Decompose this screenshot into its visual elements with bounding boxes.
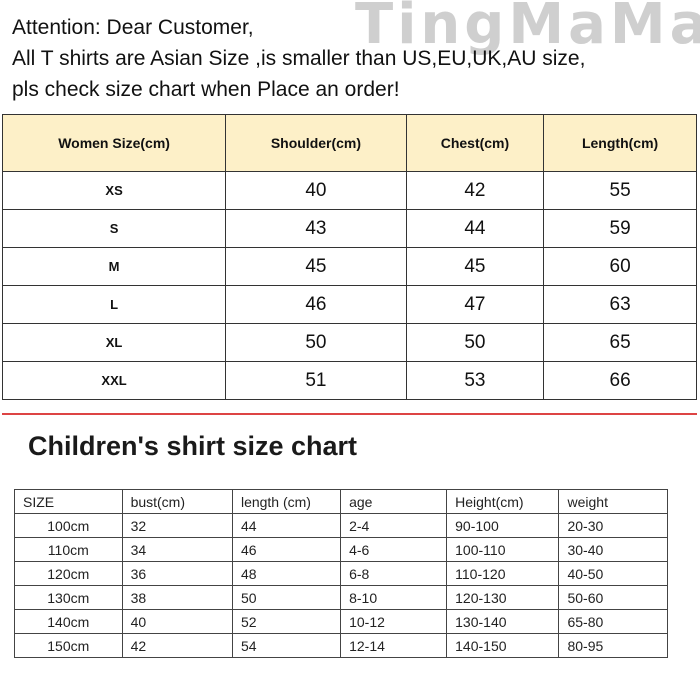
column-header: Length(cm) bbox=[543, 114, 697, 172]
table-cell: 45 bbox=[405, 247, 545, 286]
notice-line: Attention: Dear Customer, bbox=[12, 16, 254, 39]
table-cell: 42 bbox=[405, 171, 545, 210]
table-row: 130cm 38 50 8-10 120-130 50-60 bbox=[14, 585, 668, 610]
table-cell: 30-40 bbox=[558, 537, 668, 562]
table-cell: 36 bbox=[121, 561, 233, 586]
table-cell: S bbox=[1, 209, 227, 248]
column-header: Chest(cm) bbox=[405, 114, 545, 172]
table-cell: 6-8 bbox=[340, 561, 448, 586]
table-cell: 110-120 bbox=[446, 561, 560, 586]
column-header: bust(cm) bbox=[121, 489, 233, 514]
table-row: XXL 51 53 66 bbox=[1, 361, 697, 400]
table-row: S 43 44 59 bbox=[1, 209, 697, 248]
table-cell: 130-140 bbox=[446, 609, 560, 634]
table-row: 110cm 34 46 4-6 100-110 30-40 bbox=[14, 537, 668, 562]
table-cell: 59 bbox=[543, 209, 697, 248]
table-cell: 47 bbox=[405, 285, 545, 324]
table-cell: 90-100 bbox=[446, 513, 560, 538]
table-cell: XXL bbox=[1, 361, 227, 400]
table-cell: 46 bbox=[231, 537, 342, 562]
table-cell: 51 bbox=[225, 361, 407, 400]
header-row: SIZE bust(cm) length (cm) age Height(cm) weig… bbox=[14, 489, 668, 514]
column-header: Shoulder(cm) bbox=[225, 114, 407, 172]
table-cell: 63 bbox=[543, 285, 697, 324]
table-row: L 46 47 63 bbox=[1, 285, 697, 324]
notice: Attention: Dear Customer, All T shirts a… bbox=[12, 12, 585, 105]
table-cell: 40 bbox=[121, 609, 233, 634]
table-cell: XS bbox=[1, 171, 227, 210]
table-cell: 100cm bbox=[14, 513, 123, 538]
table-cell: 130cm bbox=[14, 585, 123, 610]
table-cell: 38 bbox=[121, 585, 233, 610]
notice-line: All T shirts are Asian Size ,is smaller … bbox=[12, 47, 586, 70]
table-cell: 42 bbox=[121, 633, 233, 658]
column-header: Height(cm) bbox=[446, 489, 560, 514]
table-cell: 45 bbox=[225, 247, 407, 286]
watermark: TingMaMa bbox=[355, 0, 700, 57]
women-size-table: Women Size(cm) Shoulder(cm) Chest(cm) Lengt… bbox=[1, 114, 697, 400]
children-size-table: SIZE bust(cm) length (cm) age Height(cm) weig… bbox=[14, 489, 668, 658]
table-cell: 150cm bbox=[14, 633, 123, 658]
table-row: XS 40 42 55 bbox=[1, 171, 697, 210]
table-cell: 60 bbox=[543, 247, 697, 286]
table-cell: 32 bbox=[121, 513, 233, 538]
table-cell: 50 bbox=[225, 323, 407, 362]
table-cell: 100-110 bbox=[446, 537, 560, 562]
table-row: 120cm 36 48 6-8 110-120 40-50 bbox=[14, 561, 668, 586]
notice-line: pls check size chart when Place an order… bbox=[12, 78, 400, 101]
column-header: length (cm) bbox=[231, 489, 342, 514]
table-cell: 43 bbox=[225, 209, 407, 248]
divider bbox=[2, 413, 697, 415]
table-row: 150cm 42 54 12-14 140-150 80-95 bbox=[14, 633, 668, 658]
table-cell: 20-30 bbox=[558, 513, 668, 538]
column-header: SIZE bbox=[14, 489, 123, 514]
table-cell: M bbox=[1, 247, 227, 286]
table-cell: 140cm bbox=[14, 609, 123, 634]
table-cell: 140-150 bbox=[446, 633, 560, 658]
table-cell: 55 bbox=[543, 171, 697, 210]
table-cell: 48 bbox=[231, 561, 342, 586]
table-cell: 80-95 bbox=[558, 633, 668, 658]
table-row: 140cm 40 52 10-12 130-140 65-80 bbox=[14, 609, 668, 634]
table-cell: 120cm bbox=[14, 561, 123, 586]
column-header: age bbox=[340, 489, 448, 514]
table-cell: 34 bbox=[121, 537, 233, 562]
table-cell: 65-80 bbox=[558, 609, 668, 634]
table-cell: 110cm bbox=[14, 537, 123, 562]
table-cell: 50 bbox=[231, 585, 342, 610]
table-cell: 54 bbox=[231, 633, 342, 658]
table-cell: 46 bbox=[225, 285, 407, 324]
table-cell: 44 bbox=[231, 513, 342, 538]
table-cell: 52 bbox=[231, 609, 342, 634]
column-header: weight bbox=[558, 489, 668, 514]
table-cell: 120-130 bbox=[446, 585, 560, 610]
table-cell: 50-60 bbox=[558, 585, 668, 610]
table-cell: 4-6 bbox=[340, 537, 448, 562]
column-header: Women Size(cm) bbox=[1, 114, 227, 172]
table-cell: 66 bbox=[543, 361, 697, 400]
table-cell: 40-50 bbox=[558, 561, 668, 586]
table-cell: 2-4 bbox=[340, 513, 448, 538]
table-cell: XL bbox=[1, 323, 227, 362]
table-cell: 12-14 bbox=[340, 633, 448, 658]
table-row: 100cm 32 44 2-4 90-100 20-30 bbox=[14, 513, 668, 538]
table-row: M 45 45 60 bbox=[1, 247, 697, 286]
table-cell: 10-12 bbox=[340, 609, 448, 634]
children-title: Children's shirt size chart bbox=[28, 431, 358, 461]
table-cell: 8-10 bbox=[340, 585, 448, 610]
table-row: XL 50 50 65 bbox=[1, 323, 697, 362]
table-cell: 65 bbox=[543, 323, 697, 362]
table-cell: 53 bbox=[405, 361, 545, 400]
table-cell: 40 bbox=[225, 171, 407, 210]
table-cell: 50 bbox=[405, 323, 545, 362]
table-cell: L bbox=[1, 285, 227, 324]
table-cell: 44 bbox=[405, 209, 545, 248]
